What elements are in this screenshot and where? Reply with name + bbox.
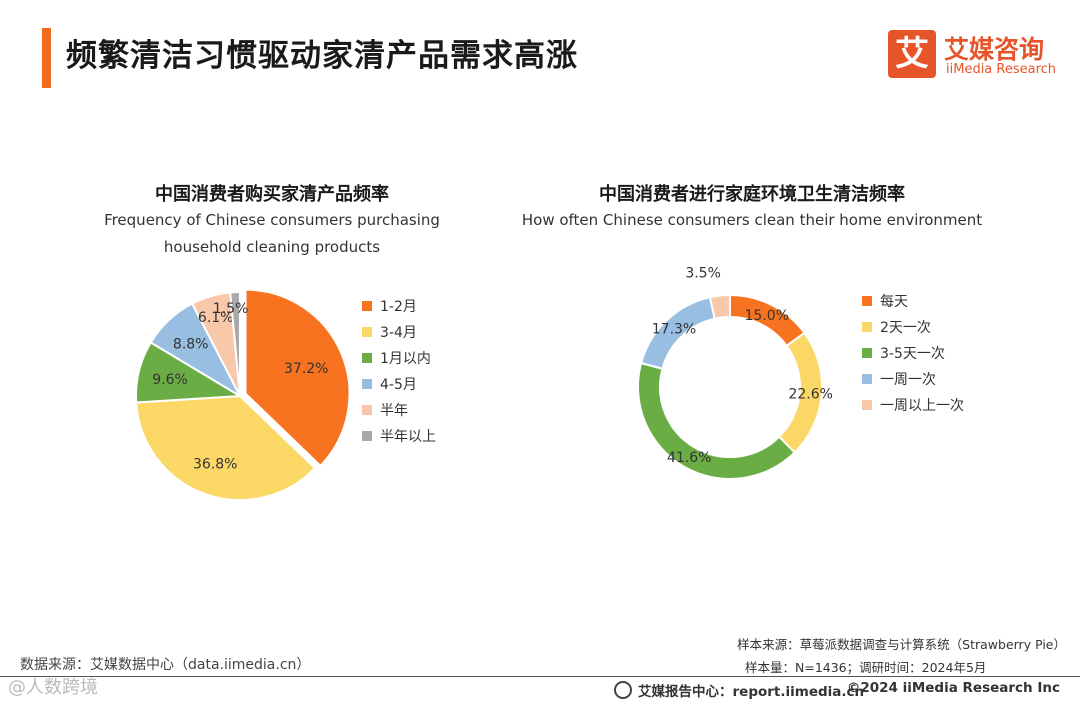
chart2-legend-label-3: 一周一次 — [880, 372, 936, 388]
chart2-data-label-0: 15.0% — [745, 308, 789, 324]
logo-en-text: iiMedia Research — [946, 62, 1057, 77]
chart1-data-label-1: 36.8% — [193, 457, 237, 473]
chart1-legend-label-5: 半年以上 — [380, 429, 436, 445]
chart1-legend-label-4: 半年 — [380, 403, 408, 419]
chart1-data-label-2: 9.6% — [152, 372, 188, 388]
chart2-data-label-1: 22.6% — [788, 387, 832, 403]
chart2-legend: 每天 2天一次 3-5天一次 一周一次一周以上一次 — [862, 288, 964, 418]
page-title: 频繁清洁习惯驱动家清产品需求高涨 — [66, 38, 578, 74]
chart2-donut: 15.0% 22.6% 41.6% 17.3% 3.5% — [637, 265, 833, 480]
chart1-legend-label-0: 1-2月 — [380, 299, 417, 315]
chart1-legend-swatch-2 — [362, 353, 372, 363]
iimedia-logo: 艾 艾媒咨询 iiMedia Research — [888, 30, 1058, 82]
copyright: ©2024 iiMedia Research Inc — [846, 680, 1060, 696]
chart1-pie: 37.2% 36.8% 9.6% 8.8% 6.1%1.5% — [135, 288, 351, 501]
chart2-title: 中国消费者进行家庭环境卫生清洁频率 — [599, 184, 905, 205]
globe-icon — [614, 681, 632, 699]
chart1-title: 中国消费者购买家清产品频率 — [155, 184, 389, 205]
chart2-legend-label-4: 一周以上一次 — [880, 398, 964, 414]
chart2-data-label-3: 17.3% — [652, 321, 696, 337]
data-source: 数据来源：艾媒数据中心（data.iimedia.cn） — [20, 657, 311, 673]
sample-source: 样本来源：草莓派数据调查与计算系统（Strawberry Pie） — [737, 637, 1066, 652]
watermark: @人数跨境 — [8, 677, 98, 698]
chart1-legend-label-2: 1月以内 — [380, 351, 431, 367]
chart1-slice-0 — [244, 288, 351, 468]
chart1-data-label-3: 8.8% — [173, 337, 209, 353]
chart1-slice-5 — [229, 290, 241, 397]
logo-cn-text: 艾媒咨询 — [944, 35, 1045, 64]
chart2-slice-2 — [637, 361, 797, 480]
logo-mark: 艾 — [888, 30, 936, 78]
chart1-legend-swatch-4 — [362, 405, 372, 415]
chart2-legend-swatch-0 — [862, 296, 872, 306]
chart2-legend-swatch-3 — [862, 374, 872, 384]
chart1-legend-item-0: 1-2月 — [362, 293, 436, 319]
chart2-slice-4 — [708, 293, 731, 320]
chart1-legend-item-1: 3-4月 — [362, 319, 436, 345]
chart1-legend-item-4: 半年 — [362, 397, 436, 423]
chart1-subtitle: Frequency of Chinese consumers purchasin… — [104, 211, 440, 256]
chart1-legend: 1-2月 3-4月 1月以内 4-5月半年半年以上 — [362, 293, 436, 449]
chart1-legend-swatch-1 — [362, 327, 372, 337]
chart2-data-label-2: 41.6% — [667, 450, 711, 466]
chart2-legend-label-0: 每天 — [880, 294, 908, 310]
chart1-legend-swatch-5 — [362, 431, 372, 441]
chart2-data-label-4: 3.5% — [685, 265, 721, 281]
chart2-legend-label-2: 3-5天一次 — [880, 346, 945, 362]
chart2-legend-swatch-1 — [862, 322, 872, 332]
chart2-legend-item-2: 3-5天一次 — [862, 340, 964, 366]
chart1-legend-item-3: 4-5月 — [362, 371, 436, 397]
report-center: 艾媒报告中心：report.iimedia.cn — [614, 680, 864, 700]
chart1-data-label-4: 6.1% — [198, 310, 234, 326]
chart1-legend-item-5: 半年以上 — [362, 423, 436, 449]
chart1-legend-swatch-0 — [362, 301, 372, 311]
chart2-legend-swatch-2 — [862, 348, 872, 358]
chart2-legend-item-4: 一周以上一次 — [862, 392, 964, 418]
chart1-data-label-5: 1.5% — [213, 301, 249, 317]
chart1-legend-item-2: 1月以内 — [362, 345, 436, 371]
chart2-subtitle: How often Chinese consumers clean their … — [521, 211, 983, 229]
chart1-data-label-0: 37.2% — [284, 361, 328, 377]
chart1-legend-swatch-3 — [362, 379, 372, 389]
chart1-legend-label-3: 4-5月 — [380, 377, 417, 393]
chart2-legend-label-1: 2天一次 — [880, 320, 931, 336]
footer-divider — [0, 676, 1080, 677]
chart1-slice-1 — [135, 394, 317, 501]
chart2-legend-item-3: 一周一次 — [862, 366, 964, 392]
sample-size: 样本量：N=1436；调研时间：2024年5月 — [745, 660, 987, 675]
chart2-legend-item-0: 每天 — [862, 288, 964, 314]
report-center-text: 艾媒报告中心：report.iimedia.cn — [638, 684, 865, 700]
chart2-legend-item-1: 2天一次 — [862, 314, 964, 340]
chart1-legend-label-1: 3-4月 — [380, 325, 417, 341]
title-accent-bar — [42, 28, 51, 88]
chart2-legend-swatch-4 — [862, 400, 872, 410]
